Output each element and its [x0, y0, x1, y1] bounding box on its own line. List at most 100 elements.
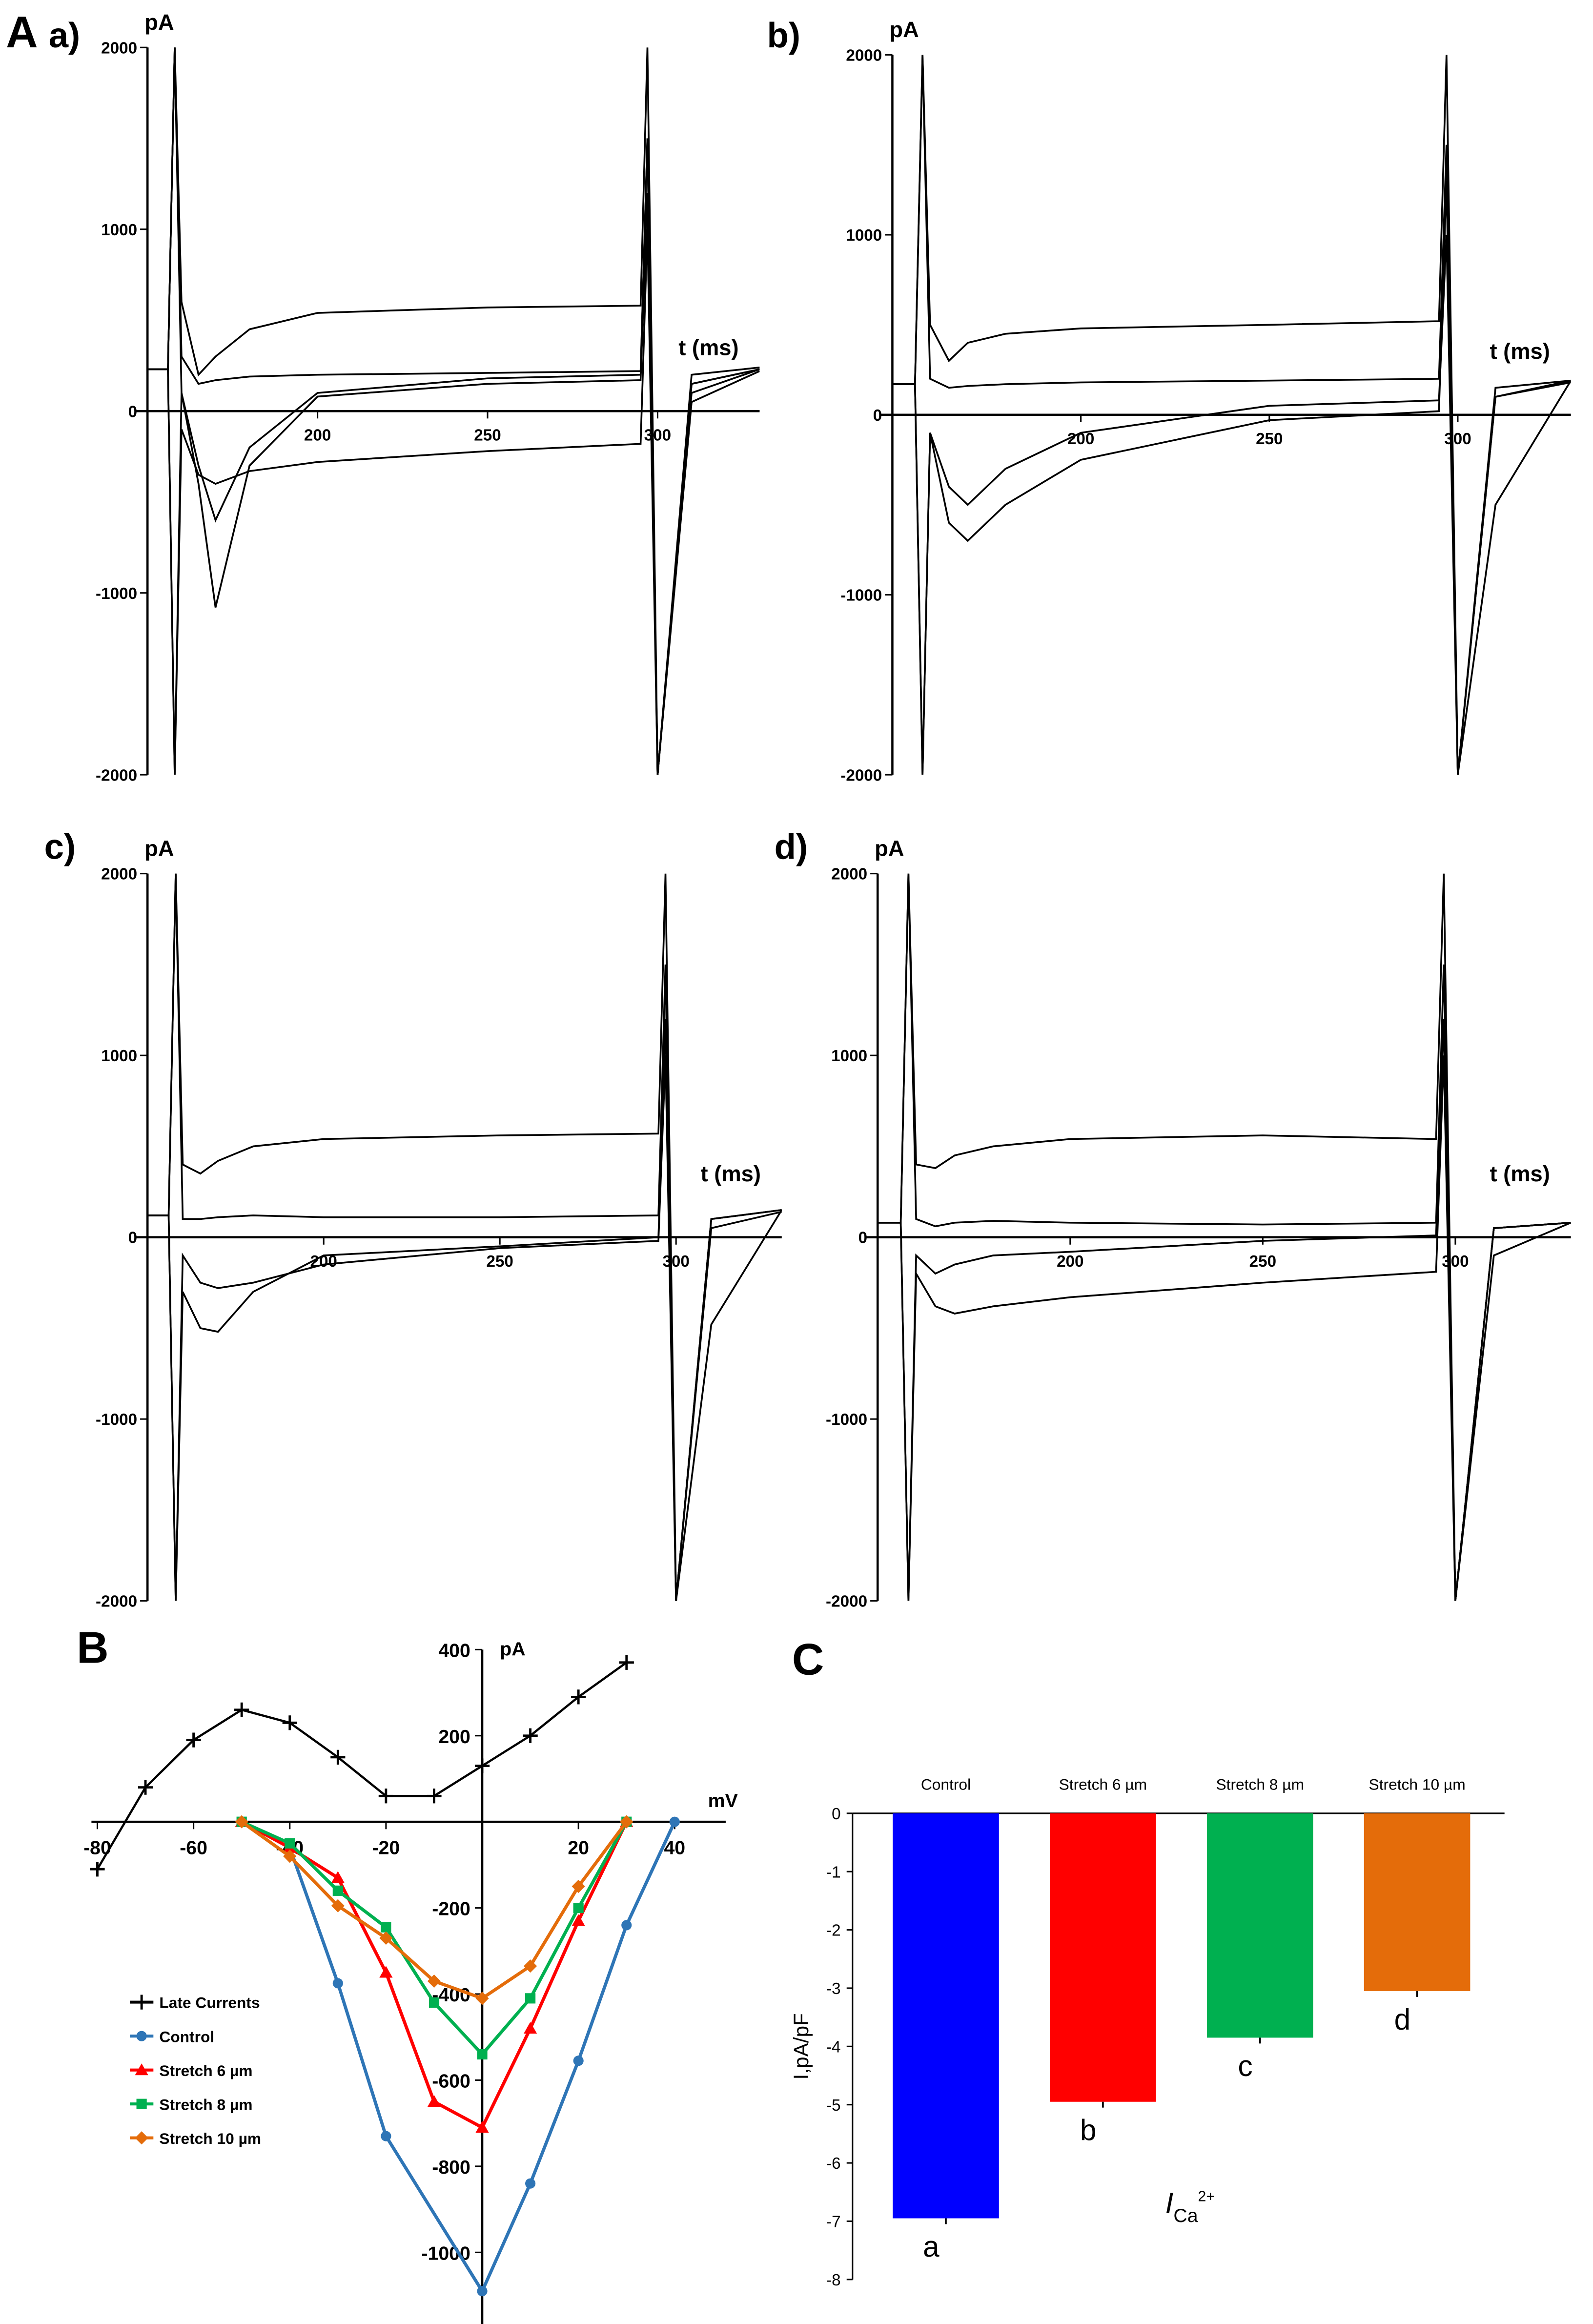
annotation: d — [1394, 2002, 1411, 2036]
marker — [234, 1702, 249, 1717]
legend-marker — [136, 2031, 147, 2041]
legend-label: Stretch 8 µm — [159, 2096, 252, 2113]
y-axis-label: pA — [500, 1638, 525, 1660]
x-tick-label: 300 — [1444, 430, 1471, 448]
x-axis-label: mV — [708, 1790, 738, 1811]
marker — [573, 2056, 584, 2066]
marker — [285, 1838, 295, 1849]
y-tick-label: -6 — [826, 2155, 841, 2173]
category-label: Control — [921, 1775, 971, 1793]
y-tick-label: 0 — [873, 407, 882, 425]
marker — [427, 2095, 441, 2107]
y-tick-label: -2000 — [826, 1593, 867, 1611]
marker — [524, 2022, 537, 2034]
trace — [878, 1055, 1571, 1601]
marker — [572, 1914, 585, 1926]
y-tick-label: 0 — [858, 1229, 867, 1247]
group-label: A — [6, 8, 38, 57]
x-axis-label: t (ms) — [678, 335, 738, 360]
marker — [620, 1815, 633, 1829]
x-tick-label: 300 — [662, 1253, 689, 1271]
y-tick-label: -5 — [826, 2097, 841, 2115]
marker — [525, 2178, 536, 2189]
y-tick-label: -2 — [826, 1922, 841, 1940]
x-axis-label: t (ms) — [1490, 339, 1550, 364]
y-axis-label: pA — [875, 836, 904, 861]
y-tick-label: 1000 — [101, 221, 137, 239]
x-axis-label: t (ms) — [701, 1161, 761, 1186]
y-tick-label: -1 — [826, 1863, 841, 1881]
trace — [892, 234, 1571, 775]
marker — [90, 1862, 105, 1877]
y-tick-label: 400 — [438, 1640, 470, 1661]
marker — [427, 1789, 442, 1804]
marker — [571, 1689, 586, 1705]
y-tick-label: 1000 — [101, 1047, 137, 1065]
y-tick-label: 1000 — [831, 1047, 867, 1065]
trace — [892, 181, 1571, 775]
y-tick-label: -200 — [432, 1898, 470, 1920]
x-tick-label: -20 — [372, 1837, 400, 1859]
bar — [1050, 1813, 1156, 2102]
y-tick-label: -1000 — [840, 587, 882, 605]
marker — [525, 1993, 536, 2004]
annotation: b — [1080, 2113, 1097, 2146]
marker — [477, 2049, 488, 2060]
trace — [147, 193, 760, 775]
marker — [621, 1920, 632, 1931]
annotation: a — [923, 2230, 939, 2263]
legend-label: Control — [159, 2028, 214, 2045]
panel-label: c) — [44, 827, 76, 866]
y-tick-label: 2000 — [101, 865, 137, 884]
marker — [477, 2286, 488, 2297]
marker — [138, 1780, 153, 1795]
panel-label: C — [792, 1635, 824, 1685]
y-tick-label: -3 — [826, 1980, 841, 1998]
marker — [619, 1655, 634, 1670]
panel-label: a) — [49, 16, 80, 55]
trace — [878, 1019, 1571, 1601]
y-tick-label: -800 — [432, 2157, 470, 2178]
category-label: Stretch 8 µm — [1216, 1775, 1304, 1793]
marker — [378, 1789, 394, 1804]
x-tick-label: 20 — [568, 1837, 589, 1859]
marker — [523, 1728, 538, 1743]
series-line — [96, 1661, 628, 1870]
annotation: c — [1238, 2049, 1252, 2082]
marker — [475, 1992, 489, 2005]
x-label-sup: 2+ — [1198, 2189, 1215, 2205]
x-tick-label: 200 — [1057, 1253, 1083, 1271]
x-tick-label: 250 — [1256, 430, 1283, 448]
y-tick-label: -4 — [826, 2038, 841, 2056]
y-axis-label: pA — [144, 836, 174, 861]
legend-marker — [136, 2098, 147, 2109]
y-tick-label: 0 — [832, 1805, 840, 1823]
marker — [474, 1758, 490, 1773]
bar — [1206, 1813, 1313, 2038]
x-axis-label: t (ms) — [1490, 1161, 1550, 1186]
x-label-sub: Ca — [1173, 2205, 1198, 2226]
marker — [332, 1885, 343, 1896]
panel-label: B — [77, 1624, 108, 1673]
x-tick-label: 300 — [644, 427, 671, 445]
y-tick-label: 0 — [128, 1229, 137, 1247]
panel-label: b) — [767, 16, 800, 55]
marker — [235, 1815, 248, 1829]
marker — [282, 1715, 297, 1730]
marker — [381, 1922, 391, 1933]
y-tick-label: -1000 — [826, 1411, 867, 1429]
x-tick-label: -60 — [180, 1837, 207, 1859]
y-tick-label: -8 — [826, 2271, 841, 2289]
x-axis-label: ICa2+ — [1165, 2186, 1215, 2226]
bar — [1364, 1813, 1470, 1991]
y-tick-label: -1000 — [96, 1411, 137, 1429]
marker — [475, 2120, 489, 2133]
bar — [893, 1813, 999, 2219]
x-tick-label: -80 — [83, 1837, 111, 1859]
y-tick-label: -2000 — [96, 1593, 137, 1611]
x-tick-label: 250 — [474, 427, 501, 445]
trace — [147, 1019, 782, 1601]
series-line — [241, 1820, 676, 2295]
y-tick-label: -2000 — [840, 766, 882, 784]
